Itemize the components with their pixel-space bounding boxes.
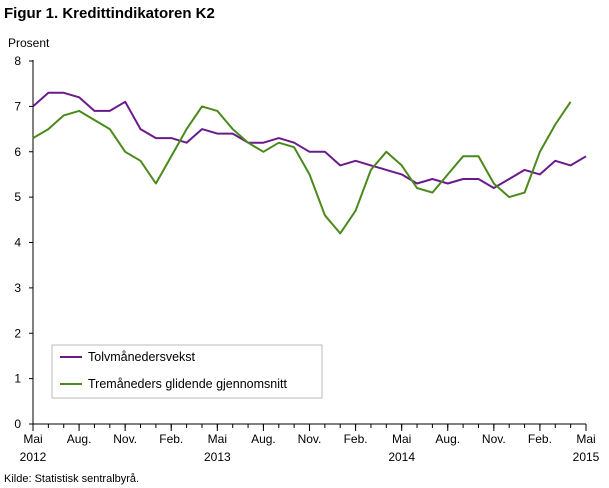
- x-tick-label: Aug.: [435, 432, 460, 446]
- legend-label-tolvmanedersvekst: Tolvmånedersvekst: [88, 350, 196, 364]
- series-line-1: [32, 101, 572, 235]
- x-tick-label: Mai: [23, 432, 42, 446]
- y-axis-label: Prosent: [8, 36, 50, 50]
- y-tick-label: 3: [14, 281, 21, 295]
- x-tick-label: Feb.: [528, 432, 552, 446]
- x-tick-label: Feb.: [344, 432, 368, 446]
- x-tick-label: Aug.: [67, 432, 92, 446]
- y-tick-label: 5: [14, 190, 21, 204]
- x-tick-label: Mai: [576, 432, 595, 446]
- y-ticks: 0 1 2 3 4 5 6 7 8: [14, 54, 33, 431]
- y-tick-label: 4: [14, 236, 21, 250]
- legend-label-tremaneders: Tremåneders glidende gjennomsnitt: [88, 377, 287, 391]
- x-tick-year-label: 2012: [20, 450, 47, 464]
- x-ticks: Mai 2012 Aug. Nov. Feb. Mai 2013 Aug. Nov. Feb. Ma…: [20, 424, 600, 464]
- x-tick-label: Mai: [208, 432, 227, 446]
- y-tick-label: 7: [14, 99, 21, 113]
- x-tick-label: Feb.: [159, 432, 183, 446]
- x-tick-year-label: 2014: [388, 450, 415, 464]
- y-tick-label: 6: [14, 145, 21, 159]
- chart-title: Figur 1. Kredittindikatoren K2: [4, 5, 215, 22]
- y-tick-label: 8: [14, 54, 21, 68]
- y-tick-label: 2: [14, 326, 21, 340]
- legend-box: [51, 344, 323, 399]
- x-tick-label: Nov.: [113, 432, 137, 446]
- series-line-0: [32, 91, 587, 189]
- x-tick-year-label: 2015: [573, 450, 600, 464]
- legend: Tolvmånedersvekst Tremåneders glidende g…: [51, 344, 323, 399]
- source-note: Kilde: Statistisk sentralbyrå.: [4, 473, 139, 485]
- y-tick-label: 0: [14, 417, 21, 431]
- x-tick-label: Nov.: [482, 432, 506, 446]
- x-tick-label: Nov.: [298, 432, 322, 446]
- series-lines: [32, 91, 587, 235]
- y-tick-label: 1: [14, 372, 21, 386]
- x-tick-label: Mai: [392, 432, 411, 446]
- x-tick-label: Aug.: [251, 432, 276, 446]
- x-tick-year-label: 2013: [204, 450, 231, 464]
